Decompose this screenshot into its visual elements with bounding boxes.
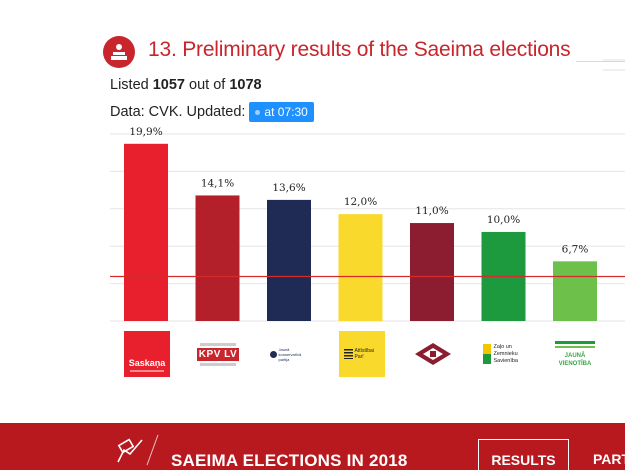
kpv-logo-text: KPV LV xyxy=(196,347,240,361)
listed-total: 1078 xyxy=(229,77,262,93)
attistibai-logo-text: Attīstībai Par! xyxy=(354,348,374,360)
listed-prefix: Listed xyxy=(110,77,153,93)
chart-bars xyxy=(124,143,597,321)
chart-value-labels: 19,9% 14,1% 13,6% 12,0% 11,0% 10,0% 6,7% xyxy=(129,126,588,256)
zzs-emblem-icon xyxy=(482,344,491,364)
bar-1[interactable] xyxy=(124,143,168,321)
bar-value-label: 10,0% xyxy=(487,214,520,226)
bar-value-label: 14,1% xyxy=(201,177,234,189)
listed-count: 1057 xyxy=(152,77,185,93)
footer-title: SAEIMA ELECTIONS IN 2018 xyxy=(171,451,408,470)
footer-divider xyxy=(146,434,159,466)
jv-logo[interactable]: JAUNĀ VIENOTĪBA xyxy=(552,331,598,377)
bar-5[interactable] xyxy=(410,223,454,321)
bar-4[interactable] xyxy=(338,214,383,321)
updated-badge: at 07:30 xyxy=(249,102,314,122)
bar-7[interactable] xyxy=(553,261,597,321)
bar-value-label: 12,0% xyxy=(344,196,377,208)
results-chart: 19,9% 14,1% 13,6% 12,0% 11,0% 10,0% 6,7% xyxy=(110,126,625,322)
bar-value-label: 13,6% xyxy=(272,182,305,194)
jkp-logo-text: Jaunā konservatīvā partija xyxy=(278,346,302,362)
bar-3[interactable] xyxy=(267,199,311,321)
parties-button[interactable]: PARTIES xyxy=(593,451,625,467)
updated-label: Data: CVK. Updated: xyxy=(110,104,246,120)
na-logo[interactable] xyxy=(410,331,456,377)
title-divider xyxy=(576,61,625,62)
ballot-hand-icon xyxy=(117,438,143,463)
zzs-logo[interactable]: Zaļo un Zemnieku Savienība xyxy=(481,331,527,377)
saskana-logo[interactable]: Saskaņa xyxy=(124,331,170,377)
attistibai-stripes-icon xyxy=(343,349,353,359)
data-source: Data: CVK. Updated: at 07:30 xyxy=(110,102,314,122)
bar-2[interactable] xyxy=(195,195,240,321)
jkp-emblem-icon xyxy=(269,350,277,358)
ballot-box-icon xyxy=(103,36,135,68)
jkp-logo[interactable]: Jaunā konservatīvā partija xyxy=(268,331,314,377)
live-dot-icon xyxy=(255,109,261,115)
zzs-logo-text: Zaļo un Zemnieku Savienība xyxy=(493,343,518,364)
bar-value-label: 11,0% xyxy=(415,205,448,217)
saskana-logo-text: Saskaņa xyxy=(128,358,166,368)
kpv-logo[interactable]: KPV LV xyxy=(195,331,241,377)
page-title: 13. Preliminary results of the Saeima el… xyxy=(148,38,571,61)
decorative-lines xyxy=(603,59,625,71)
listed-summary: Listed 1057 out of 1078 xyxy=(110,77,262,93)
footer-bar: SAEIMA ELECTIONS IN 2018 RESULTS PARTIES xyxy=(0,423,625,475)
bar-value-label: 6,7% xyxy=(562,243,589,255)
updated-time: at 07:30 xyxy=(264,105,308,119)
listed-mid: out of xyxy=(185,77,230,93)
jv-logo-text: JAUNĀ VIENOTĪBA xyxy=(558,352,592,367)
bar-value-label: 19,9% xyxy=(129,126,162,138)
attistibai-logo[interactable]: Attīstībai Par! xyxy=(339,331,385,377)
na-emblem-icon xyxy=(415,343,451,365)
